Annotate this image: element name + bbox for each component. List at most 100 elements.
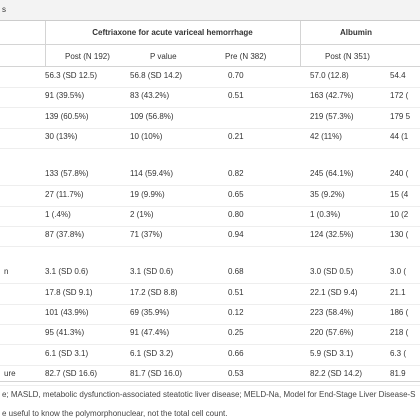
cell: 0.21 bbox=[228, 131, 244, 141]
cell: 0.53 bbox=[228, 368, 244, 378]
cell: 133 (57.8%) bbox=[45, 169, 89, 179]
cell: 10 (2 bbox=[390, 209, 409, 219]
rule bbox=[0, 246, 420, 248]
cell: 101 (43.9%) bbox=[45, 308, 89, 317]
cell: 81.7 (SD 16.0) bbox=[130, 368, 183, 378]
rule bbox=[300, 21, 301, 67]
row-label: ure bbox=[4, 368, 16, 378]
cell: 0.12 bbox=[228, 308, 244, 317]
cell: 0.94 bbox=[228, 230, 244, 240]
cell: 223 (58.4%) bbox=[310, 308, 354, 317]
cell: 82.7 (SD 16.6) bbox=[45, 368, 98, 378]
cell: 82.2 (SD 14.2) bbox=[310, 368, 363, 378]
cell: 172 ( bbox=[390, 91, 409, 101]
cell: 109 (56.8%) bbox=[130, 111, 174, 121]
cell: 19 (9.9%) bbox=[130, 189, 165, 199]
cell: 95 (41.3%) bbox=[45, 328, 85, 338]
rule bbox=[0, 44, 420, 45]
cell: 0.25 bbox=[228, 328, 244, 338]
cell: 240 ( bbox=[390, 169, 409, 179]
cell: 22.1 (SD 9.4) bbox=[310, 287, 358, 297]
cell: 2 (1%) bbox=[130, 209, 154, 219]
cell: 0.51 bbox=[228, 287, 244, 297]
cell: 114 (59.4%) bbox=[130, 169, 173, 179]
cell: 56.8 (SD 14.2) bbox=[130, 71, 183, 80]
cell: 219 (57.3%) bbox=[310, 111, 354, 121]
cell: 42 (11%) bbox=[310, 131, 342, 141]
cell: 71 (37%) bbox=[130, 230, 163, 240]
caption-bar bbox=[0, 0, 420, 21]
rule bbox=[0, 384, 420, 386]
rule bbox=[0, 324, 420, 325]
cell: 57.0 (12.8) bbox=[310, 71, 349, 80]
cell: 5.9 (SD 3.1) bbox=[310, 348, 354, 358]
cell: 44 (1 bbox=[390, 131, 409, 141]
cell: 56.3 (SD 12.5) bbox=[45, 71, 98, 80]
column-header: Post (N 351) bbox=[325, 52, 370, 61]
rule bbox=[0, 364, 420, 366]
cell: 30 (13%) bbox=[45, 131, 78, 141]
cell: 139 (60.5%) bbox=[45, 111, 89, 121]
rule bbox=[0, 283, 420, 285]
rule bbox=[45, 21, 46, 67]
rule bbox=[0, 66, 420, 67]
rule bbox=[0, 127, 420, 129]
rule bbox=[0, 303, 420, 305]
footnote: e; MASLD, metabolic dysfunction-associat… bbox=[2, 390, 416, 399]
cell: 91 (47.4%) bbox=[130, 328, 170, 338]
rule bbox=[0, 205, 420, 207]
cell: 17.2 (SD 8.8) bbox=[130, 287, 178, 297]
cell: 3.0 (SD 0.5) bbox=[310, 267, 354, 277]
cell: 0.66 bbox=[228, 348, 244, 358]
cell: 81.9 bbox=[390, 368, 406, 378]
cell: 0.82 bbox=[228, 169, 244, 179]
rule bbox=[0, 87, 420, 88]
cell: 1 (0.3%) bbox=[310, 209, 341, 219]
caption: s bbox=[2, 5, 6, 14]
cell: 6.1 (SD 3.2) bbox=[130, 348, 174, 358]
rule bbox=[0, 185, 420, 187]
group-header: Ceftriaxone for acute variceal hemorrhag… bbox=[92, 28, 253, 37]
cell: 17.8 (SD 9.1) bbox=[45, 287, 93, 297]
column-header: Post (N 192) bbox=[65, 52, 110, 61]
cell: 27 (11.7%) bbox=[45, 189, 84, 199]
rule bbox=[0, 107, 420, 109]
cell: 0.80 bbox=[228, 209, 244, 219]
cell: 0.65 bbox=[228, 189, 244, 199]
cell: 0.51 bbox=[228, 91, 244, 101]
cell: 3.1 (SD 0.6) bbox=[130, 267, 174, 277]
cell: 1 (.4%) bbox=[45, 209, 71, 219]
cell: 186 ( bbox=[390, 308, 409, 317]
cell: 69 (35.9%) bbox=[130, 308, 170, 317]
cell: 130 ( bbox=[390, 230, 409, 240]
cell: 0.70 bbox=[228, 71, 244, 80]
cell: 3.0 ( bbox=[390, 267, 407, 277]
cell: 0.68 bbox=[228, 267, 244, 277]
cell: 220 (57.6%) bbox=[310, 328, 354, 338]
rule bbox=[0, 381, 420, 382]
cell: 163 (42.7%) bbox=[310, 91, 354, 101]
cell: 179 5 bbox=[390, 111, 411, 121]
cell: 15 (4 bbox=[390, 189, 409, 199]
cell: 35 (9.2%) bbox=[310, 189, 345, 199]
cell: 21.1 bbox=[390, 287, 406, 297]
column-header: P value bbox=[150, 52, 177, 61]
footnote: e useful to know the polymorphonuclear, … bbox=[2, 409, 228, 418]
column-header: Pre (N 382) bbox=[225, 52, 267, 61]
cell: 54.4 bbox=[390, 71, 406, 80]
cell: 124 (32.5%) bbox=[310, 230, 354, 240]
cell: 87 (37.8%) bbox=[45, 230, 85, 240]
cell: 91 (39.5%) bbox=[45, 91, 85, 101]
group-header: Albumin bbox=[340, 28, 372, 37]
cell: 83 (43.2%) bbox=[130, 91, 170, 101]
cell: 245 (64.1%) bbox=[310, 169, 354, 179]
cell: 218 ( bbox=[390, 328, 409, 338]
cell: 10 (10%) bbox=[130, 131, 163, 141]
row-label: n bbox=[4, 267, 9, 277]
rule bbox=[0, 225, 420, 227]
rule bbox=[0, 344, 420, 346]
rule bbox=[0, 147, 420, 149]
cell: 6.3 ( bbox=[390, 348, 407, 358]
cell: 3.1 (SD 0.6) bbox=[45, 267, 89, 277]
